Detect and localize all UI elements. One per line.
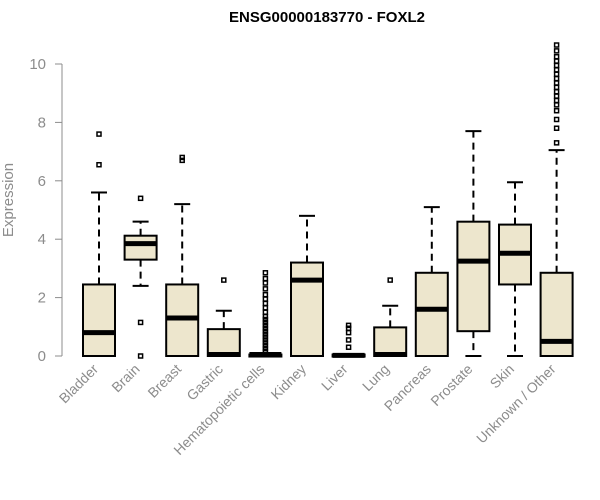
x-tick-label: Kidney xyxy=(268,361,310,403)
outlier-point xyxy=(96,131,102,137)
outlier-point xyxy=(262,300,269,307)
outlier-point xyxy=(553,80,560,86)
box-iqr xyxy=(123,234,158,261)
box-group xyxy=(414,206,449,357)
outlier-point xyxy=(553,125,560,131)
outlier-point xyxy=(553,62,560,69)
outlier-point xyxy=(262,309,269,315)
x-tick-label: Skin xyxy=(487,361,518,392)
y-tick-label: 0 xyxy=(38,348,46,365)
outlier-point xyxy=(262,313,269,320)
y-tick-label: 2 xyxy=(38,290,46,307)
chart-title: ENSG00000183770 - FOXL2 xyxy=(229,9,425,26)
outlier-point xyxy=(137,319,144,326)
box-group xyxy=(248,270,283,358)
outlier-point xyxy=(345,325,352,332)
outlier-point xyxy=(262,270,269,276)
outlier-point xyxy=(345,329,352,336)
outlier-point xyxy=(553,116,560,123)
outlier-point xyxy=(262,286,269,292)
outlier-point xyxy=(553,42,560,48)
outlier-point xyxy=(262,291,269,298)
y-axis-label: Expression xyxy=(0,163,17,237)
outlier-point xyxy=(262,319,269,326)
outlier-point xyxy=(345,337,352,343)
outlier-point xyxy=(179,157,185,164)
x-tick-label: Bladder xyxy=(56,361,102,407)
outlier-point xyxy=(553,88,560,95)
outlier-point xyxy=(553,93,560,99)
box-group xyxy=(456,130,491,357)
box-group xyxy=(539,42,574,357)
outlier-point xyxy=(179,154,185,161)
outlier-point xyxy=(137,195,144,202)
box-iqr xyxy=(414,271,449,357)
box-group xyxy=(206,277,241,358)
outlier-point xyxy=(96,161,102,168)
box-group xyxy=(290,214,324,357)
outlier-point xyxy=(553,140,560,146)
outlier-point xyxy=(553,107,560,114)
y-tick-label: 4 xyxy=(38,231,46,248)
x-tick-label: Brain xyxy=(108,361,142,395)
outlier-point xyxy=(553,97,560,104)
outlier-point xyxy=(553,53,560,60)
boxplot-series xyxy=(82,42,574,359)
box-group xyxy=(82,131,116,357)
outlier-point xyxy=(262,325,269,332)
outlier-point xyxy=(262,305,269,311)
outlier-point xyxy=(262,343,269,349)
outlier-point xyxy=(553,48,560,54)
outlier-point xyxy=(262,280,269,286)
outlier-point xyxy=(345,344,352,350)
x-tick-label: Unknown / Other xyxy=(473,361,559,447)
outlier-point xyxy=(553,102,560,108)
outlier-point xyxy=(262,275,269,282)
box-iqr xyxy=(456,220,491,333)
outlier-point xyxy=(221,277,227,283)
outlier-point xyxy=(553,75,560,82)
box-group xyxy=(331,322,366,358)
outlier-point xyxy=(262,296,269,302)
y-tick-label: 6 xyxy=(38,173,46,190)
x-tick-label: Lung xyxy=(359,361,392,394)
box-iqr xyxy=(290,261,324,357)
outlier-point xyxy=(553,84,560,91)
outlier-point xyxy=(262,328,269,334)
y-axis: 0 2 4 6 8 10 xyxy=(29,56,63,365)
outlier-point xyxy=(262,337,269,343)
outlier-point xyxy=(345,322,352,329)
outlier-point xyxy=(262,345,269,352)
outlier-point xyxy=(262,322,269,329)
box-iqr xyxy=(206,328,241,357)
y-tick-label: 10 xyxy=(29,56,46,73)
x-tick-label: Liver xyxy=(318,361,351,394)
x-tick-label: Breast xyxy=(144,361,184,401)
box-group xyxy=(498,181,532,357)
outlier-point xyxy=(553,67,560,73)
outlier-point xyxy=(387,277,393,283)
outlier-point xyxy=(262,331,269,337)
box-group xyxy=(373,277,408,358)
box-group xyxy=(123,195,158,359)
outlier-point xyxy=(553,58,560,64)
outlier-point xyxy=(553,71,560,77)
outlier-point xyxy=(262,334,269,340)
outlier-point xyxy=(262,340,269,346)
outlier-point xyxy=(137,353,144,359)
box-group xyxy=(165,154,200,357)
outlier-point xyxy=(262,348,269,355)
box-iqr xyxy=(373,326,408,358)
y-tick-label: 8 xyxy=(38,114,46,131)
outlier-point xyxy=(262,316,269,323)
x-tick-label: Prostate xyxy=(427,361,475,409)
box-iqr xyxy=(82,283,116,357)
